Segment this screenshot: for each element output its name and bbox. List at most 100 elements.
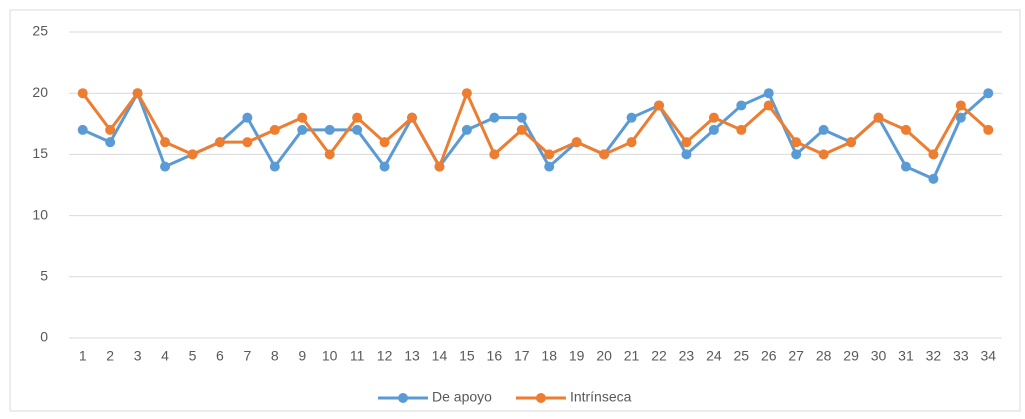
point (818, 149, 829, 160)
point (928, 173, 939, 184)
point (846, 137, 857, 148)
point (352, 112, 363, 123)
x-tick-label: 27 (788, 348, 804, 364)
point (708, 112, 719, 123)
point (269, 124, 280, 135)
y-tick-label: 15 (32, 145, 48, 161)
point (379, 161, 390, 172)
x-tick-label: 9 (298, 348, 306, 364)
x-tick-label: 8 (271, 348, 279, 364)
point (516, 124, 527, 135)
legend-marker (535, 393, 546, 403)
x-tick-label: 17 (514, 348, 530, 364)
x-tick-label: 4 (161, 348, 169, 364)
point (653, 100, 664, 111)
x-tick-label: 19 (569, 348, 585, 364)
point (983, 88, 994, 99)
x-tick-label: 22 (651, 348, 667, 364)
point (187, 149, 198, 160)
point (324, 124, 335, 135)
point (763, 88, 774, 99)
point (407, 112, 418, 123)
point (544, 161, 555, 172)
y-tick-label: 0 (40, 329, 48, 345)
point (160, 137, 171, 148)
point (461, 124, 472, 135)
x-tick-label: 18 (541, 348, 557, 364)
x-tick-label: 26 (761, 348, 777, 364)
point (105, 124, 116, 135)
x-tick-label: 29 (843, 348, 859, 364)
point (132, 88, 143, 99)
x-tick-label: 15 (459, 348, 475, 364)
chart-border (9, 9, 1021, 412)
x-tick-label: 23 (679, 348, 695, 364)
point (379, 137, 390, 148)
point (955, 112, 966, 123)
point (900, 124, 911, 135)
point (681, 137, 692, 148)
x-tick-label: 2 (106, 348, 114, 364)
point (297, 124, 308, 135)
x-tick-label: 14 (432, 348, 448, 364)
point (324, 149, 335, 160)
point (626, 137, 637, 148)
point (900, 161, 911, 172)
x-tick-label: 3 (134, 348, 142, 364)
point (626, 112, 637, 123)
point (297, 112, 308, 123)
point (489, 149, 500, 160)
point (791, 149, 802, 160)
point (571, 137, 582, 148)
point (763, 100, 774, 111)
point (736, 100, 747, 111)
point (736, 124, 747, 135)
y-tick-label: 20 (32, 84, 48, 100)
x-tick-label: 24 (706, 348, 722, 364)
point (242, 137, 253, 148)
x-tick-label: 13 (404, 348, 420, 364)
x-tick-label: 20 (596, 348, 612, 364)
x-tick-label: 30 (871, 348, 887, 364)
point (77, 88, 88, 99)
point (544, 149, 555, 160)
point (708, 124, 719, 135)
point (791, 137, 802, 148)
point (434, 161, 445, 172)
x-tick-label: 33 (953, 348, 969, 364)
x-tick-label: 6 (216, 348, 224, 364)
legend-marker (398, 393, 408, 403)
point (461, 88, 472, 99)
x-tick-label: 31 (898, 348, 914, 364)
point (599, 149, 610, 160)
y-tick-label: 10 (32, 206, 48, 222)
point (928, 149, 939, 160)
x-tick-label: 12 (377, 348, 393, 364)
point (681, 149, 692, 160)
point (516, 112, 527, 123)
x-tick-label: 21 (624, 348, 640, 364)
x-tick-label: 1 (79, 348, 87, 364)
y-tick-label: 25 (32, 23, 48, 39)
point (955, 100, 966, 111)
point (818, 124, 829, 135)
point (489, 112, 500, 123)
point (242, 112, 253, 123)
point (214, 137, 225, 148)
x-tick-label: 28 (816, 348, 832, 364)
point (983, 124, 994, 135)
x-tick-label: 7 (243, 348, 251, 364)
series-line (81, 91, 990, 169)
x-tick-label: 25 (734, 348, 750, 364)
x-tick-label: 5 (189, 348, 197, 364)
x-tick-label: 10 (322, 348, 338, 364)
x-tick-label: 32 (926, 348, 942, 364)
y-tick-label: 5 (40, 268, 48, 284)
point (873, 112, 884, 123)
legend-label: De apoyo (432, 389, 492, 405)
point (352, 124, 363, 135)
point (105, 137, 116, 148)
point (160, 161, 171, 172)
legend-label: Intrínseca (570, 389, 632, 405)
